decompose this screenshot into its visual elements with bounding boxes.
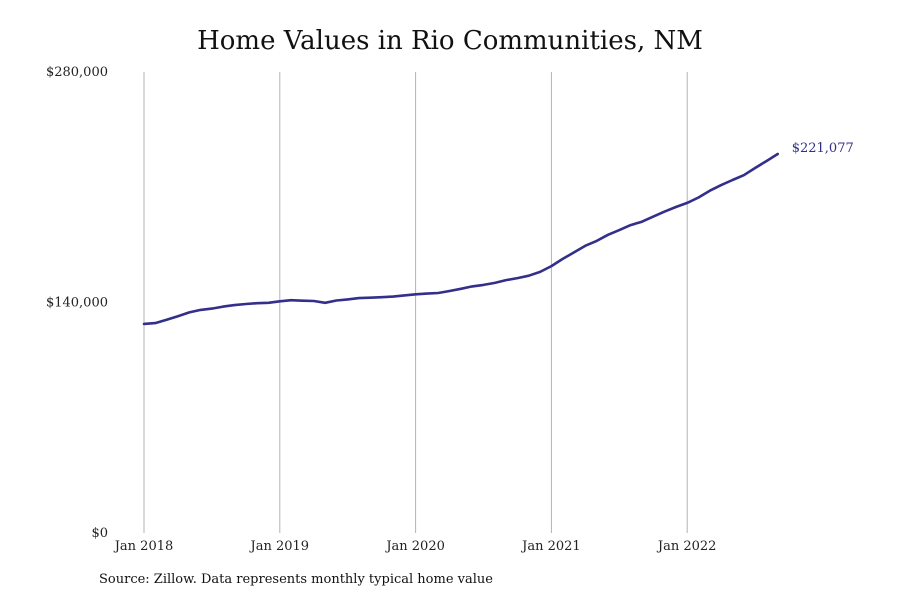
x-tick-label: Jan 2022 <box>656 539 717 554</box>
x-tick-label: Jan 2020 <box>384 539 445 554</box>
y-tick-label: $140,000 <box>46 296 108 311</box>
y-tick-label: $0 <box>91 526 108 541</box>
end-value-label: $221,077 <box>792 141 854 156</box>
y-axis: $0 $140,000 $280,000 <box>46 65 108 541</box>
x-tick-label: Jan 2018 <box>113 539 174 554</box>
x-axis: Jan 2018 Jan 2019 Jan 2020 Jan 2021 Jan 2022 <box>113 539 717 554</box>
chart-title: Home Values in Rio Communities, NM <box>197 26 703 56</box>
source-note: Source: Zillow. Data represents monthly … <box>99 572 493 587</box>
x-tick-label: Jan 2021 <box>520 539 581 554</box>
home-value-series-line <box>142 152 779 326</box>
y-tick-label: $280,000 <box>46 65 108 80</box>
x-tick-label: Jan 2019 <box>249 539 310 554</box>
gridlines <box>143 72 688 533</box>
